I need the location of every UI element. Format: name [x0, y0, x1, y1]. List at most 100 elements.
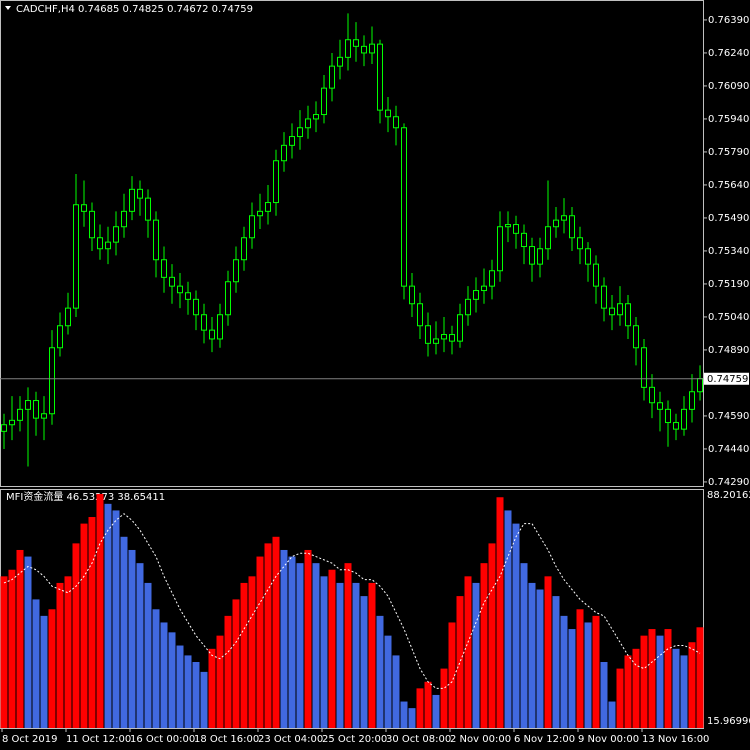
candle-body — [673, 422, 679, 430]
y-tick-label: 0.75940 — [708, 114, 749, 125]
candle-body — [545, 226, 551, 250]
candle-body — [457, 314, 463, 342]
mfi-bar — [664, 629, 672, 728]
mfi-bar — [8, 569, 16, 728]
candle-body — [401, 127, 407, 287]
mfi-bar — [696, 627, 704, 728]
mfi-bar — [368, 582, 376, 728]
indicator-title: MFI资金流量 46.53273 38.65411 — [6, 490, 165, 503]
candle-body — [1, 424, 7, 432]
x-tick-label: 25 Oct 20:00 — [322, 734, 387, 745]
mfi-bar — [136, 563, 144, 728]
mfi-bar — [88, 517, 96, 728]
mfi-bar — [584, 622, 592, 728]
candle-body — [273, 160, 279, 204]
mfi-bar — [160, 622, 168, 728]
mfi-bar — [680, 655, 688, 728]
mfi-bar — [320, 576, 328, 728]
x-tick-label: 23 Oct 04:00 — [258, 734, 323, 745]
x-tick-label: 2 Nov 00:00 — [450, 734, 511, 745]
candle-body — [177, 285, 183, 294]
menu-arrow[interactable] — [5, 6, 11, 10]
mfi-bar — [688, 642, 696, 728]
mfi-bar — [536, 589, 544, 728]
y-tick-label: 0.75790 — [708, 147, 749, 158]
candle-body — [57, 325, 63, 349]
mfi-bar — [288, 556, 296, 728]
y-tick-label: 0.76240 — [708, 48, 749, 59]
mfi-bar — [224, 615, 232, 728]
candle-body — [601, 285, 607, 309]
mfi-bar — [472, 582, 480, 728]
candle-body — [361, 45, 367, 54]
candle-body — [305, 118, 311, 129]
candle-body — [129, 188, 135, 212]
current-price-box — [704, 372, 749, 385]
candle-body — [217, 314, 223, 340]
candle-body — [313, 114, 319, 120]
candle-body — [9, 419, 15, 426]
candle-body — [697, 378, 703, 393]
candle-body — [689, 391, 695, 410]
candle-body — [481, 285, 487, 292]
mfi-bar — [624, 655, 632, 728]
candle-body — [193, 298, 199, 316]
candle-body — [561, 215, 567, 221]
candle-body — [153, 219, 159, 261]
mfi-bar — [504, 510, 512, 728]
candle-body — [377, 43, 383, 111]
signal-line — [3, 513, 701, 689]
candle-body — [73, 204, 79, 309]
x-tick-label: 18 Oct 16:00 — [194, 734, 259, 745]
candle-body — [25, 400, 31, 410]
mfi-bar — [16, 549, 24, 728]
y-tick-label: 0.74590 — [708, 411, 749, 422]
mfi-bar — [672, 648, 680, 728]
candle-body — [409, 285, 415, 305]
mfi-bar — [328, 569, 336, 728]
candle-body — [473, 290, 479, 300]
mfi-bar — [240, 582, 248, 728]
mfi-bar — [56, 582, 64, 728]
candle-body — [505, 224, 511, 228]
candle-body — [657, 402, 663, 410]
mfi-bar — [560, 615, 568, 728]
candle-body — [665, 408, 671, 424]
x-tick-label: 13 Nov 16:00 — [642, 734, 709, 745]
candle-body — [297, 127, 303, 138]
candle-body — [393, 116, 399, 129]
candle-body — [569, 215, 575, 239]
candle-body — [185, 292, 191, 300]
candle-body — [265, 202, 271, 212]
y-tick-label: 0.74290 — [708, 477, 749, 488]
main-panel-border — [0, 0, 704, 487]
candle-body — [41, 413, 47, 419]
candle-body — [369, 43, 375, 54]
candle-body — [529, 246, 535, 265]
candle-body — [105, 241, 111, 250]
y-tick-label: 0.76390 — [708, 15, 749, 26]
mfi-bar — [96, 493, 104, 728]
candle-body — [49, 347, 55, 415]
candle-body — [209, 329, 215, 340]
mfi-bar — [568, 629, 576, 728]
candle-body — [337, 56, 343, 67]
candle-body — [449, 334, 455, 342]
mfi-bar — [128, 549, 136, 728]
candle-body — [553, 219, 559, 228]
candle-body — [577, 237, 583, 250]
candle-body — [425, 325, 431, 344]
mfi-bar — [432, 694, 440, 728]
candle-body — [433, 338, 439, 344]
mfi-bar — [264, 543, 272, 728]
mfi-bar — [112, 510, 120, 728]
candle-body — [241, 237, 247, 261]
candle-body — [289, 136, 295, 146]
candle-body — [537, 248, 543, 265]
candle-body — [225, 281, 231, 316]
mfi-bar — [24, 556, 32, 728]
candle-body — [593, 263, 599, 287]
candle-body — [617, 303, 623, 316]
mfi-bar — [40, 615, 48, 728]
candle-body — [201, 314, 207, 331]
